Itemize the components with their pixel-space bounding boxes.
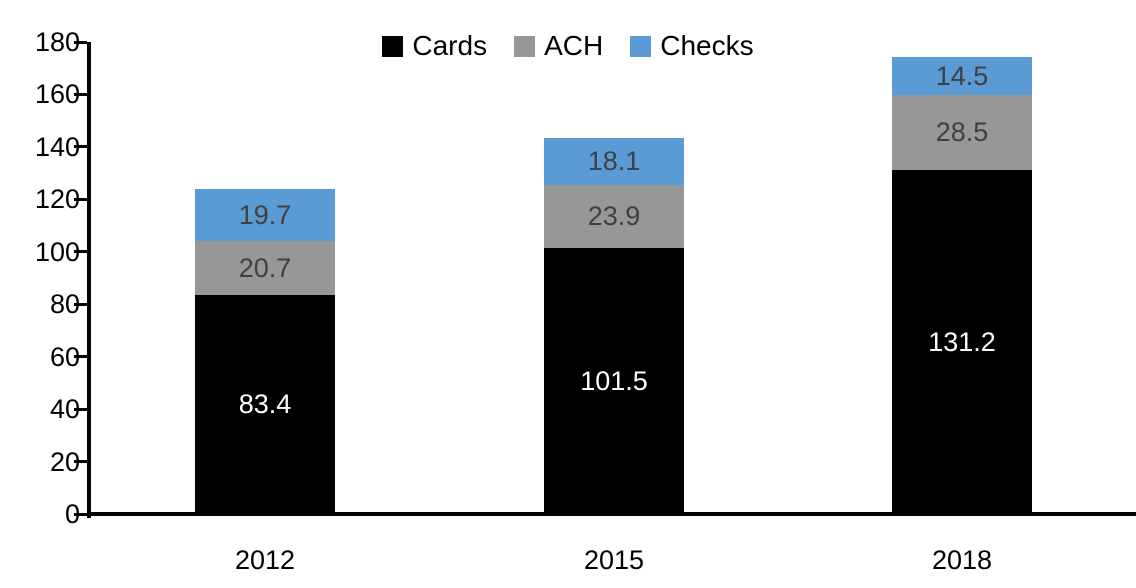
bar-segment-ach-2015: 23.9 [544, 185, 684, 248]
y-axis-line [87, 42, 91, 518]
y-axis-tick-label: 140 [34, 132, 80, 162]
y-axis-tick [74, 460, 87, 463]
bar-segment-ach-2012: 20.7 [195, 241, 335, 295]
bar-segment-ach-2018: 28.5 [892, 95, 1032, 170]
y-axis-tick-label: 60 [49, 342, 80, 372]
bar-segment-checks-2012: 19.7 [195, 189, 335, 241]
y-axis-tick-label: 40 [49, 394, 80, 424]
bar-2012: 19.7 20.7 83.4 [195, 189, 335, 514]
bar-value-label: 19.7 [238, 199, 292, 230]
y-axis-tick [74, 198, 87, 201]
y-axis-tick-label: 160 [34, 79, 80, 109]
chart-legend: Cards ACH Checks [0, 31, 1136, 61]
legend-swatch-ach-icon [514, 35, 536, 57]
y-axis-tick [74, 93, 87, 96]
x-axis-label-2015: 2015 [583, 545, 645, 575]
y-axis-tick-label: 80 [49, 289, 80, 319]
legend-label-cards: Cards [412, 30, 488, 61]
y-axis-tick-label: 20 [49, 447, 80, 477]
bar-value-label: 101.5 [580, 365, 648, 396]
bar-2018: 14.5 28.5 131.2 [892, 57, 1032, 514]
bar-segment-cards-2018: 131.2 [892, 170, 1032, 514]
bar-value-label: 14.5 [935, 60, 989, 91]
legend-swatch-checks-icon [630, 35, 652, 57]
y-axis-tick [74, 250, 87, 253]
legend-item-ach: ACH [514, 31, 603, 61]
bar-segment-checks-2018: 14.5 [892, 57, 1032, 95]
y-axis-tick [74, 303, 87, 306]
y-axis-tick-label: 120 [34, 184, 80, 214]
bar-value-label: 28.5 [935, 117, 989, 147]
bar-value-label: 20.7 [238, 252, 292, 283]
y-axis-tick-label: 100 [34, 237, 80, 267]
bar-value-label: 83.4 [238, 389, 292, 419]
x-axis-label-2012: 2012 [234, 545, 296, 575]
legend-label-ach: ACH [544, 30, 604, 61]
y-axis-tick [74, 513, 87, 516]
x-axis-label-2018: 2018 [931, 545, 993, 575]
bar-value-label: 18.1 [587, 146, 641, 176]
bar-segment-cards-2012: 83.4 [195, 295, 335, 514]
y-axis-tick [74, 355, 87, 358]
bar-value-label: 23.9 [587, 201, 641, 231]
y-axis-tick [74, 41, 87, 44]
bar-value-label: 131.2 [928, 326, 996, 357]
bar-segment-checks-2015: 18.1 [544, 138, 684, 185]
y-axis-tick [74, 408, 87, 411]
legend-item-cards: Cards [382, 31, 487, 61]
legend-swatch-cards-icon [382, 35, 404, 57]
legend-item-checks: Checks [630, 30, 754, 61]
y-axis-tick-label: 180 [34, 27, 80, 57]
y-axis-tick [74, 145, 87, 148]
legend-label-checks: Checks [660, 30, 754, 61]
bar-2015: 18.1 23.9 101.5 [544, 138, 684, 514]
bar-segment-cards-2015: 101.5 [544, 248, 684, 514]
x-axis-line [87, 512, 1136, 516]
y-axis-tick-label: 0 [64, 499, 80, 529]
